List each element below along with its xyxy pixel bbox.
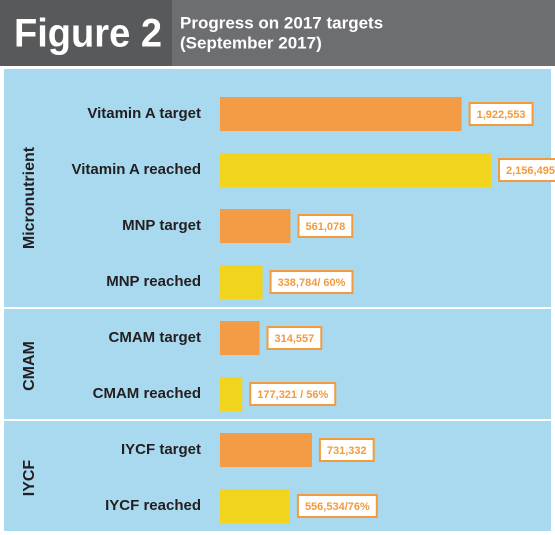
bar	[220, 321, 260, 355]
value-label: 731,332	[327, 445, 367, 457]
bar	[220, 153, 491, 187]
value-label: 561,078	[306, 221, 346, 233]
category-label: CMAM reached	[93, 385, 201, 402]
bar	[220, 97, 462, 131]
chart-title: Progress on 2017 targets	[180, 13, 383, 32]
group-label: CMAM	[21, 341, 38, 391]
chart-subtitle: (September 2017)	[180, 33, 322, 52]
value-label-box	[296, 494, 378, 518]
bar	[220, 377, 243, 411]
value-label-box	[266, 326, 323, 350]
value-label: 338,784/ 60%	[278, 277, 346, 289]
value-label-box	[498, 158, 555, 182]
category-label: MNP target	[122, 217, 201, 234]
figure-block	[0, 0, 172, 66]
value-label: 2,156,495 / 112%	[506, 165, 555, 177]
bar	[220, 265, 263, 299]
category-label: CMAM target	[109, 329, 202, 346]
value-label-box	[468, 102, 534, 126]
category-label: IYCF reached	[105, 497, 201, 514]
value-label-box	[297, 214, 354, 238]
value-label-box	[249, 382, 337, 406]
category-label: Vitamin A target	[87, 105, 201, 122]
value-label: 556,534/76%	[305, 501, 370, 513]
value-label-box	[269, 270, 354, 294]
value-label-box	[318, 438, 375, 462]
bar	[220, 489, 290, 523]
bar	[220, 433, 312, 467]
category-label: IYCF target	[121, 441, 201, 458]
group-label: Micronutrient	[21, 146, 38, 249]
figure-label: Figure 2	[14, 12, 162, 56]
group-label: IYCF	[21, 460, 38, 497]
value-label: 314,557	[275, 333, 315, 345]
value-label: 177,321 / 56%	[257, 389, 328, 401]
category-label: Vitamin A reached	[72, 161, 202, 178]
category-label: MNP reached	[106, 273, 201, 290]
bar	[220, 209, 291, 243]
value-label: 1,922,553	[477, 109, 526, 121]
